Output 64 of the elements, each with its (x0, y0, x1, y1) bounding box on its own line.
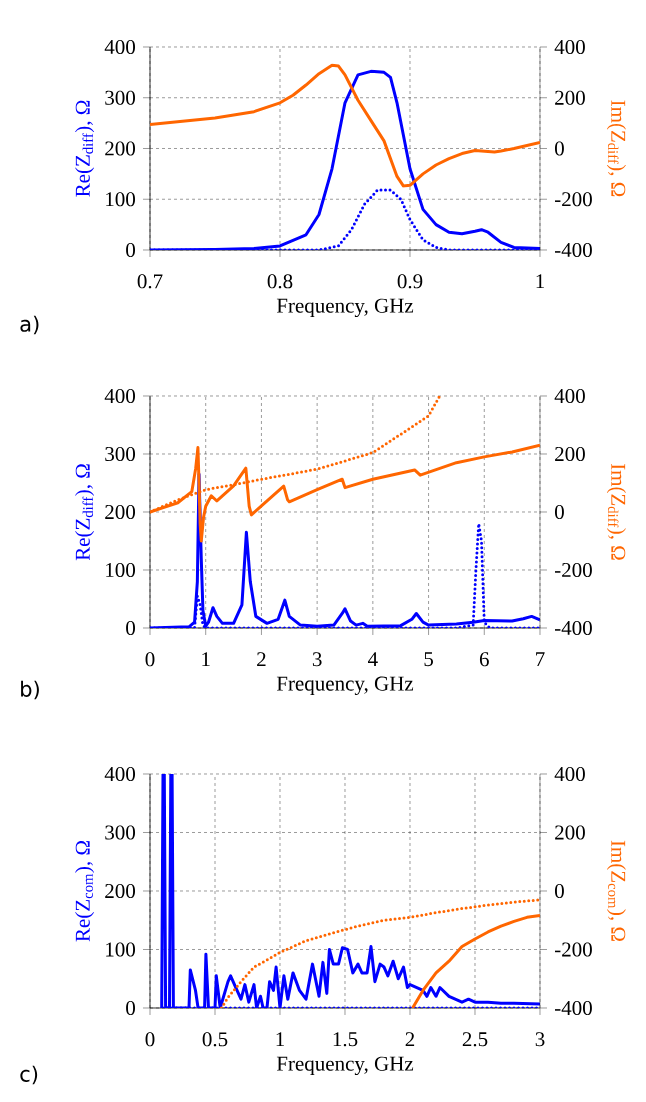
line-series (411, 914, 540, 1008)
x-tick-label: 2 (405, 1032, 415, 1047)
y2-tick-label: 400 (554, 388, 585, 404)
x-tick-label: 0.9 (397, 274, 423, 289)
y-tick-label: 400 (104, 388, 136, 404)
x-tick-label: 3 (535, 1032, 545, 1047)
y2-axis-title: Im(Z$_{com}$), Ω (606, 840, 626, 941)
x-tick-label: 0.8 (267, 274, 293, 289)
y-tick-label: 0 (126, 620, 136, 636)
y2-tick-label: 400 (554, 39, 585, 55)
x-tick-label: 5 (424, 652, 433, 667)
y2-tick-label: -400 (554, 242, 592, 258)
y2-tick-label: 200 (555, 90, 585, 105)
x-tick-label: 1.5 (333, 1032, 358, 1047)
x-axis-title: Frequency, GHz (276, 298, 414, 318)
y-tick-label: 400 (104, 766, 136, 782)
y-tick-label: 200 (105, 883, 136, 899)
x-tick-label: 1 (276, 1032, 284, 1047)
y-axis-title: Re(Z$_{com}$), Ω (75, 841, 95, 942)
y-tick-label: 0 (126, 1000, 136, 1016)
text: c) (20, 1065, 38, 1085)
x-tick-label: 0.7 (137, 274, 163, 289)
y2-tick-label: -200 (554, 942, 592, 957)
x-tick-label: 0 (145, 1032, 155, 1047)
y2-axis-title: Im(Z$_{diff}$), Ω (606, 463, 626, 560)
y2-axis-title: Im(Z$_{diff}$), Ω (606, 100, 626, 197)
y2-tick-label: -400 (554, 1000, 592, 1016)
x-tick-label: 1 (536, 274, 544, 289)
x-tick-label: 1 (202, 652, 210, 667)
y-tick-label: 300 (105, 446, 136, 462)
y-tick-label: 100 (106, 942, 136, 957)
x-axis-title: Frequency, GHz (276, 676, 414, 695)
x-axis-title: Frequency, GHz (276, 1056, 414, 1076)
x-tick-label: 0.5 (202, 1032, 228, 1047)
y-tick-label: 300 (105, 90, 136, 105)
y2-tick-label: 0 (555, 883, 564, 899)
y2-tick-label: 200 (555, 825, 585, 840)
y2-tick-label: 0 (555, 141, 564, 156)
y-axis-title: Re(Z$_{diff}$), Ω (75, 100, 95, 197)
y2-tick-label: -400 (554, 620, 592, 636)
x-tick-label: 2.5 (462, 1032, 488, 1047)
y-tick-label: 100 (106, 562, 136, 578)
y-tick-label: 200 (105, 141, 136, 156)
x-tick-label: 7 (536, 652, 545, 666)
y2-tick-label: 400 (554, 766, 585, 782)
y-axis-title: Re(Z$_{diff}$), Ω (75, 464, 95, 561)
x-tick-label: 4 (368, 652, 378, 667)
line-series (220, 898, 540, 1008)
x-tick-label: 3 (312, 652, 322, 667)
y2-tick-label: -200 (554, 562, 592, 578)
x-tick-label: 2 (257, 652, 266, 667)
y-tick-label: 200 (105, 504, 136, 520)
y-tick-label: 400 (104, 39, 136, 55)
line-series (150, 63, 540, 188)
x-tick-label: 0 (145, 652, 155, 667)
text: b) (21, 680, 39, 700)
y2-tick-label: 0 (554, 504, 564, 520)
y-tick-label: 300 (105, 825, 136, 840)
y2-tick-label: -200 (554, 192, 592, 207)
x-tick-label: 6 (479, 652, 489, 667)
text: a) (20, 315, 39, 335)
y-tick-label: 100 (106, 192, 136, 207)
y-tick-label: 0 (126, 242, 136, 258)
y2-tick-label: 200 (555, 446, 585, 462)
